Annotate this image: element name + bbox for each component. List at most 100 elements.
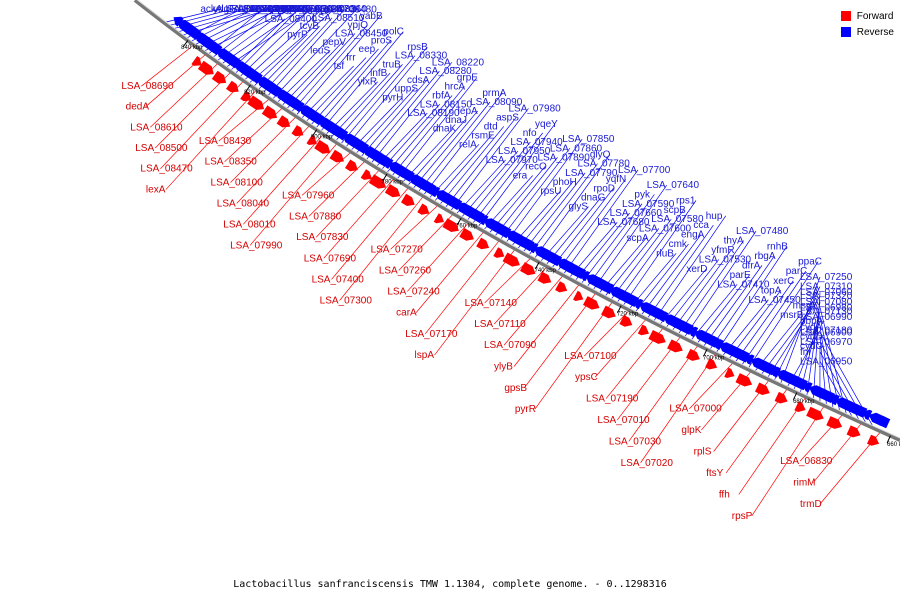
gene-arrow-rev (478, 215, 489, 226)
gene-label-LSA_06980: LSA_06980 (800, 302, 853, 313)
label-connector (339, 55, 416, 145)
label-connector (646, 225, 714, 320)
label-connector (671, 249, 732, 332)
label-connector (779, 276, 821, 385)
gene-label-ylyB: ylyB (494, 361, 513, 372)
label-connector (249, 142, 338, 246)
gene-label-recO: recO (525, 161, 547, 172)
label-connector (677, 240, 744, 335)
gene-label-yabB: yabB (360, 11, 383, 22)
gene-label-metK: metK (337, 4, 361, 15)
gene-label-LSA_07320: LSA_07320 (800, 291, 853, 302)
gene-arrow-rev (802, 382, 813, 393)
gene-label-polC: polC (383, 27, 404, 38)
gene-arrow-fwd (583, 296, 600, 310)
gene-arrow-fwd (476, 237, 490, 250)
gene-label-LSA_08470: LSA_08470 (140, 164, 193, 175)
label-connector (616, 209, 684, 304)
label-connector (339, 195, 424, 301)
label-connector (689, 362, 734, 409)
scale-tick-label: 840 kbp (181, 45, 203, 51)
gene-label-infB: infB (370, 68, 388, 79)
gene-label-LSA_08410: LSA_08410 (277, 6, 330, 17)
gene-arrow-fwd (226, 80, 239, 93)
gene-label-relA: relA (459, 139, 477, 150)
gene-arrow-fwd (724, 367, 735, 378)
label-connector (396, 77, 478, 181)
gene-label-LSA_07090: LSA_07090 (484, 340, 537, 351)
gene-label-LSA_07580: LSA_07580 (651, 214, 704, 225)
label-connector (471, 132, 543, 225)
label-connector (493, 157, 558, 238)
gene-label-LSA_08280: LSA_08280 (419, 66, 472, 77)
gene-label-LSA_07190: LSA_07190 (586, 394, 639, 405)
label-connector (505, 138, 583, 244)
gene-arrow-fwd (211, 70, 227, 84)
gene-label-LSA_07030: LSA_07030 (609, 436, 662, 447)
gene-arrow-fwd (329, 149, 344, 163)
gene-label-LSA_07240: LSA_07240 (387, 286, 440, 297)
label-connector (160, 80, 245, 169)
label-connector (534, 301, 614, 410)
gene-arrow-fwd (735, 373, 753, 387)
gene-label-LSA_07180: LSA_07180 (800, 326, 853, 337)
label-connector (390, 204, 439, 250)
gene-label-LSA_07020: LSA_07020 (621, 458, 674, 469)
gene-arrow-fwd (197, 60, 214, 75)
gene-arrow-rev (875, 415, 891, 429)
scale-tick (382, 173, 388, 182)
gene-label-LSA_07060: LSA_07060 (800, 287, 853, 298)
gene-label-LSA_08570: LSA_08570 (268, 4, 321, 15)
gene-label-LSA_08680: LSA_08680 (251, 4, 304, 15)
gene-label-LSA_07950: LSA_07950 (498, 146, 551, 157)
gene-label-dnaG: dnaG (581, 193, 606, 204)
label-connector (391, 86, 465, 177)
gene-arrow-rev (528, 243, 539, 254)
label-connector (334, 64, 403, 142)
label-connector (738, 396, 807, 495)
label-connector (154, 71, 232, 149)
label-connector (243, 133, 324, 225)
gene-arrow-rev (862, 409, 873, 421)
gene-arrow-fwd (555, 281, 568, 293)
gene-label-rimM: rimM (793, 478, 815, 489)
label-connector (522, 172, 586, 254)
label-connector (592, 184, 668, 291)
gene-label-proS: proS (371, 35, 392, 46)
label-connector (584, 309, 630, 357)
gene-label-scpA: scpA (626, 233, 649, 244)
label-connector (365, 70, 440, 161)
gene-label-msrA: msrA (793, 301, 817, 312)
gene-label-LSA_07170: LSA_07170 (405, 329, 458, 340)
label-connector (708, 255, 775, 351)
gene-label-LSA_08040: LSA_08040 (217, 198, 270, 209)
label-connector (344, 46, 428, 149)
gene-label-parE: parE (730, 270, 751, 281)
label-connector (141, 44, 195, 87)
gene-label-parC: parC (786, 266, 808, 277)
gene-label-rpoD: rpoD (593, 183, 615, 194)
gene-label-yfmR: yfmR (711, 245, 734, 256)
gene-label-prmA: prmA (482, 88, 506, 99)
gene-label-pepV: pepV (323, 37, 347, 48)
scale-tick (311, 129, 318, 137)
label-connector (702, 265, 763, 348)
gene-label-dtd: dtd (484, 121, 498, 132)
gene-label-LSA_07690: LSA_07690 (304, 253, 357, 264)
label-connector (551, 188, 614, 269)
gene-arrow-fwd (360, 169, 372, 180)
gene-arrow-rev (687, 326, 699, 338)
gene-label-glyQ: glyQ (590, 150, 611, 161)
gene-arrow-fwd (433, 213, 444, 224)
gene-label-hup: hup (706, 211, 723, 222)
gene-arrow-fwd (459, 228, 474, 241)
label-connector (466, 141, 531, 222)
label-connector (628, 344, 699, 442)
label-connector (493, 266, 548, 325)
label-connector (415, 231, 485, 313)
gene-label-dfrA: dfrA (742, 260, 761, 271)
label-connector (477, 123, 556, 228)
gene-arrows (173, 16, 891, 446)
scale-tick-label: 680 kbp (793, 399, 815, 405)
genome-backbone-arc (133, 0, 900, 442)
